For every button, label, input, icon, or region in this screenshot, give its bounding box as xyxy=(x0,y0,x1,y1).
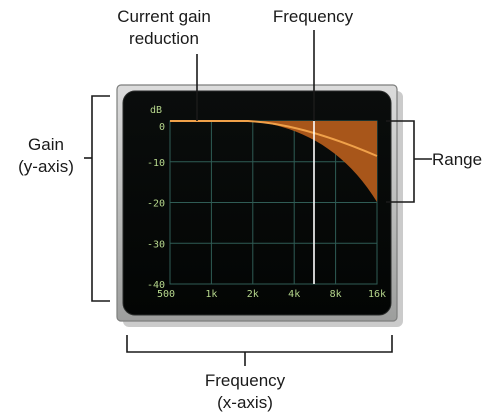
y-tick-label: -40 xyxy=(147,280,165,291)
frequency-axis-bracket xyxy=(126,335,393,353)
current-gain-reduction-line-1: Current gain xyxy=(117,7,211,26)
x-tick-label: 4k xyxy=(288,289,300,300)
x-tick-label: 16k xyxy=(368,289,386,300)
gain-reduction-curve xyxy=(170,120,378,157)
gain-axis-bracket xyxy=(91,95,110,302)
callout-leaders xyxy=(84,30,432,366)
frequency-axis-line-2: (x-axis) xyxy=(217,393,273,412)
y-unit-label: dB xyxy=(150,105,162,116)
y-tick-labels: 0 -10 -20 -30 -40 xyxy=(147,122,165,291)
y-tick-label: -10 xyxy=(147,158,165,169)
gain-axis-callout: Gain (y-axis) xyxy=(0,134,92,178)
frequency-axis-callout: Frequency (x-axis) xyxy=(170,370,320,414)
y-tick-label: -30 xyxy=(147,239,165,250)
frequency-marker-label: Frequency xyxy=(272,7,354,26)
range-bracket xyxy=(386,120,415,203)
range-callout: Range xyxy=(432,149,482,171)
x-tick-labels: 500 1k 2k 4k 8k 16k xyxy=(157,289,386,300)
frequency-axis-line-1: Frequency xyxy=(204,371,286,390)
current-gain-reduction-callout: Current gain reduction xyxy=(84,6,244,50)
x-tick-label: 2k xyxy=(247,289,259,300)
y-tick-label: -20 xyxy=(147,199,165,210)
current-gain-reduction-line-2: reduction xyxy=(129,29,199,48)
gain-axis-line-1: Gain xyxy=(28,135,64,154)
y-tick-label: 0 xyxy=(159,122,165,133)
range-area xyxy=(248,121,377,202)
gain-axis-line-2: (y-axis) xyxy=(18,157,74,176)
range-label: Range xyxy=(432,150,483,169)
x-tick-label: 1k xyxy=(205,289,217,300)
x-tick-label: 8k xyxy=(330,289,342,300)
x-tick-label: 500 xyxy=(157,289,175,300)
frequency-marker-callout: Frequency xyxy=(238,6,388,28)
